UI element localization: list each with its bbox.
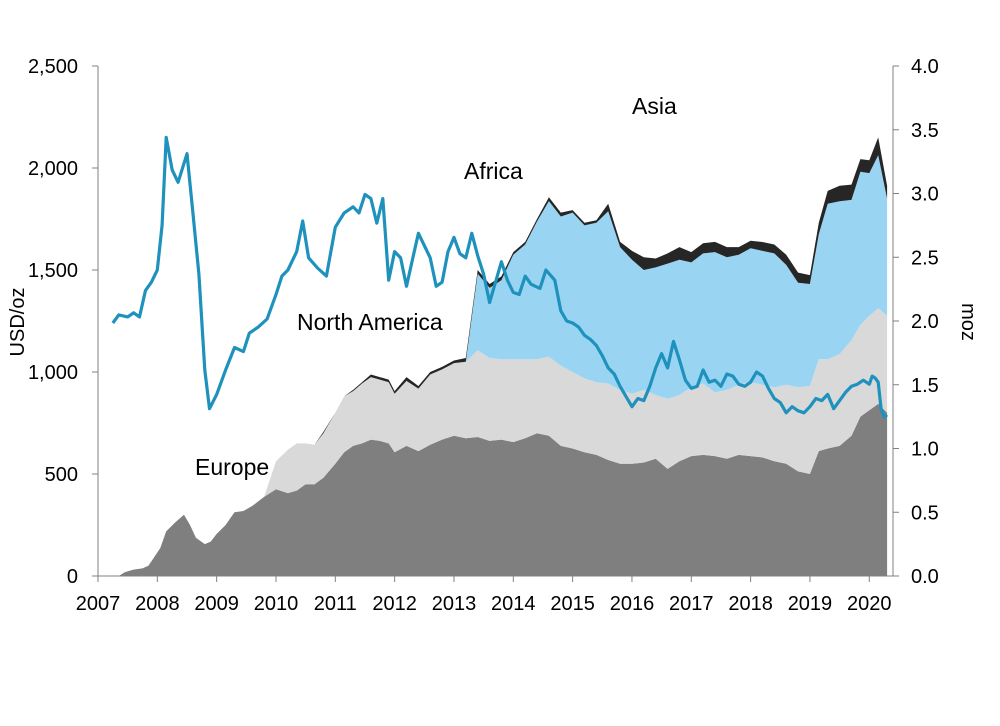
y-left-tick-label: 1,500 — [28, 260, 78, 282]
y-right-tick-label: 0.0 — [911, 566, 939, 588]
y-right-tick-label: 4.0 — [911, 56, 939, 78]
area-north-america — [118, 308, 888, 576]
x-tick-label: 2011 — [314, 593, 357, 615]
y-left-tick-label: 2,500 — [28, 56, 78, 78]
stacked-area-layer — [118, 137, 888, 577]
y-right-tick-label: 1.5 — [911, 375, 939, 397]
label-europe: Europe — [195, 454, 269, 480]
x-tick-label: 2012 — [372, 593, 417, 615]
x-tick-label: 2016 — [610, 593, 655, 615]
x-tick-label: 2009 — [194, 593, 239, 615]
area-asia — [118, 155, 888, 577]
x-tick-label: 2008 — [135, 593, 180, 615]
y-left-axis-title: USD/oz — [7, 288, 29, 357]
y-left-tick-label: 2,000 — [28, 158, 78, 180]
x-tick-label: 2018 — [728, 593, 773, 615]
x-tick-label: 2010 — [254, 593, 299, 615]
y-right-axis-title: moz — [957, 303, 979, 341]
x-tick-label: 2015 — [550, 593, 595, 615]
x-tick-label: 2013 — [432, 593, 477, 615]
y-left-tick-label: 0 — [67, 566, 78, 588]
y-right-tick-label: 2.0 — [911, 311, 939, 333]
y-right-tick-label: 2.5 — [911, 247, 939, 269]
label-north-america: North America — [297, 309, 443, 335]
y-left-tick-label: 1,000 — [28, 362, 78, 384]
x-tick-label: 2020 — [847, 593, 892, 615]
y-right-tick-label: 0.5 — [911, 502, 939, 524]
price-line — [111, 135, 889, 419]
y-right-tick-label: 1.0 — [911, 439, 939, 461]
label-africa: Africa — [464, 158, 523, 184]
x-tick-label: 2007 — [76, 593, 121, 615]
price-line-layer — [111, 135, 889, 419]
area-europe — [118, 403, 888, 576]
y-right-tick-label: 3.0 — [911, 184, 939, 206]
label-asia: Asia — [632, 93, 677, 119]
axes-layer: 0 500 1,000 1,500 2,000 2,500 0.0 0.5 1.0 1.5 2.0 2… — [28, 56, 939, 615]
x-tick-label: 2017 — [669, 593, 714, 615]
x-tick-label: 2019 — [788, 593, 833, 615]
y-left-tick-label: 500 — [45, 464, 78, 486]
y-right-tick-label: 3.5 — [911, 120, 939, 142]
x-tick-label: 2014 — [491, 593, 536, 615]
